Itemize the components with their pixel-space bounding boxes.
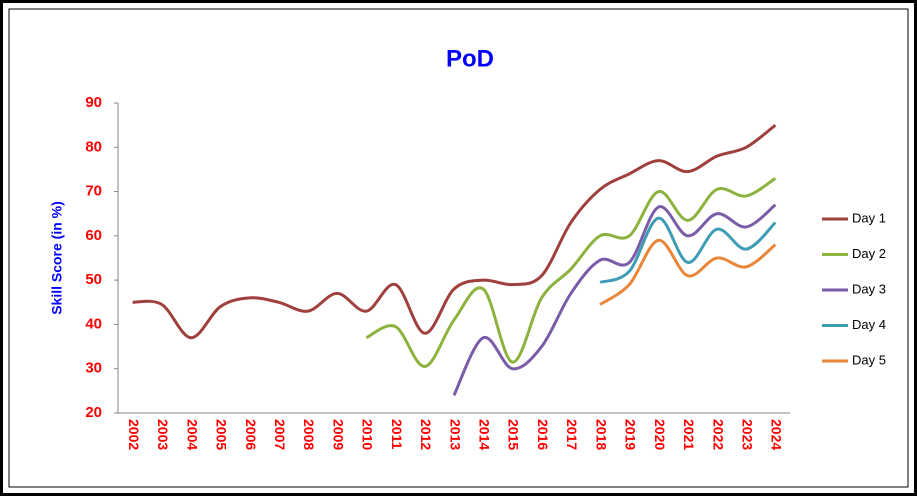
y-tick-label: 40 — [85, 315, 102, 332]
legend-label: Day 4 — [852, 317, 886, 332]
x-tick-label: 2020 — [652, 419, 668, 450]
line-series — [599, 238, 777, 306]
line-series — [599, 216, 777, 284]
x-tick-label: 2003 — [155, 419, 171, 450]
inner-border — [8, 8, 909, 488]
x-tick-label: 2016 — [535, 419, 551, 450]
x-tick-label: 2022 — [710, 419, 726, 450]
legend-label: Day 5 — [852, 352, 886, 367]
y-tick-label: 20 — [85, 404, 102, 421]
y-tick-label: 30 — [85, 360, 102, 377]
x-tick-label: 2017 — [564, 419, 580, 450]
x-tick-label: 2015 — [506, 419, 522, 450]
x-tick-label: 2008 — [301, 419, 317, 450]
y-tick-label: 50 — [85, 271, 102, 288]
x-tick-label: 2019 — [623, 419, 639, 450]
y-tick-label: 80 — [85, 138, 102, 155]
x-tick-label: 2014 — [477, 419, 493, 450]
y-tick-label: 70 — [85, 183, 102, 200]
y-tick-label: 90 — [85, 94, 102, 111]
x-tick-label: 2013 — [447, 419, 463, 450]
x-tick-label: 2011 — [389, 419, 405, 450]
legend-label: Day 3 — [852, 281, 886, 296]
x-tick-label: 2004 — [184, 419, 200, 450]
y-tick-label: 60 — [85, 227, 102, 244]
y-axis-label: Skill Score (in %) — [49, 201, 65, 315]
x-tick-label: 2007 — [272, 419, 288, 450]
x-tick-label: 2009 — [330, 419, 346, 450]
x-tick-label: 2021 — [681, 419, 697, 450]
x-tick-label: 2023 — [739, 419, 755, 450]
x-tick-label: 2002 — [126, 419, 142, 450]
x-tick-label: 2012 — [418, 419, 434, 450]
line-series — [365, 177, 777, 368]
x-tick-label: 2024 — [769, 419, 785, 450]
x-tick-label: 2018 — [593, 419, 609, 450]
x-tick-label: 2010 — [360, 419, 376, 450]
legend-label: Day 1 — [852, 210, 886, 225]
x-tick-label: 2006 — [243, 419, 259, 450]
chart-title: PoD — [446, 45, 494, 72]
legend-label: Day 2 — [852, 246, 886, 261]
line-series — [452, 203, 777, 396]
x-tick-label: 2005 — [214, 419, 230, 450]
line-series — [132, 123, 777, 340]
